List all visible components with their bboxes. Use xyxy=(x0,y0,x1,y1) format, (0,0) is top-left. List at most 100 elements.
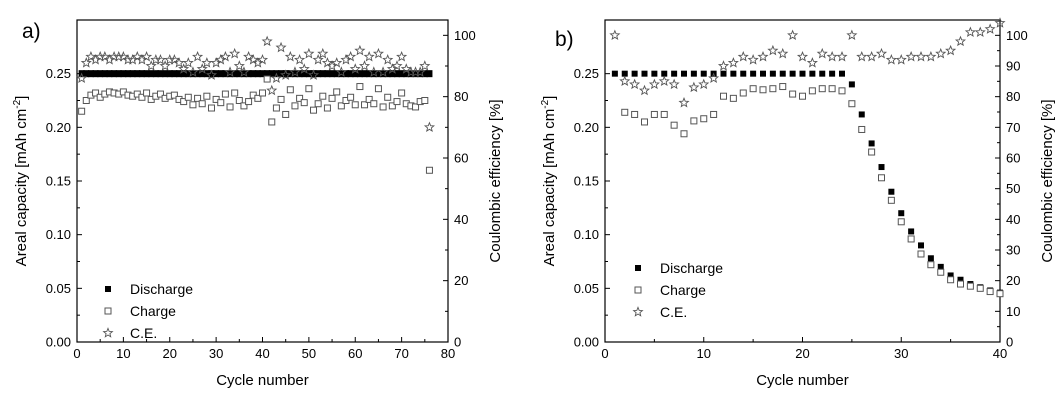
data-point xyxy=(187,66,199,77)
y2-tick-label: 70 xyxy=(1006,120,1020,135)
data-point xyxy=(374,85,382,93)
data-point xyxy=(170,91,178,99)
y2-tick-label: 100 xyxy=(454,28,476,43)
data-point xyxy=(887,196,895,204)
data-point xyxy=(680,130,688,138)
data-point xyxy=(138,70,145,78)
data-point xyxy=(319,92,327,100)
data-point xyxy=(641,118,648,126)
data-point xyxy=(799,92,806,100)
data-point xyxy=(127,54,139,65)
data-point xyxy=(907,235,915,243)
data-point xyxy=(106,70,113,78)
data-point xyxy=(638,84,651,96)
data-point xyxy=(180,98,188,106)
data-point xyxy=(947,272,954,279)
data-point xyxy=(229,47,241,59)
y-axis-label: Areal capacity [mAh cm-2] xyxy=(540,96,558,267)
data-point xyxy=(648,78,660,90)
x-tick-label: 40 xyxy=(255,346,269,361)
data-point xyxy=(641,70,648,77)
data-point xyxy=(268,118,276,126)
data-point xyxy=(829,70,836,77)
data-point xyxy=(80,57,92,68)
x-tick-label: 0 xyxy=(73,346,80,361)
data-point xyxy=(78,107,86,115)
data-point xyxy=(300,99,308,107)
data-point xyxy=(294,54,306,65)
data-point xyxy=(180,70,187,78)
data-point xyxy=(897,218,905,226)
legend-marker xyxy=(104,307,112,315)
x-tick-label: 10 xyxy=(116,346,130,361)
data-point xyxy=(421,97,429,104)
data-point xyxy=(141,50,153,62)
data-point xyxy=(927,261,935,269)
data-point xyxy=(231,89,239,97)
y-tick-label: 0.10 xyxy=(574,227,599,242)
data-point xyxy=(154,54,167,65)
data-point xyxy=(386,63,398,74)
data-point xyxy=(878,164,885,171)
data-point xyxy=(219,50,231,62)
data-point xyxy=(231,70,238,78)
data-point xyxy=(377,66,389,77)
data-point xyxy=(363,50,375,62)
data-point xyxy=(681,70,687,77)
data-point xyxy=(858,111,865,118)
data-point xyxy=(740,70,747,77)
legend-label: Discharge xyxy=(130,281,193,297)
data-point xyxy=(621,70,628,77)
data-point xyxy=(92,89,100,97)
data-point xyxy=(370,100,378,108)
data-point xyxy=(312,54,324,65)
chart-panel-a: 0 10 20 30 40 50 60 70 80 0.00 0.05 0.10 0.15 0.20 0.2… xyxy=(12,19,504,389)
data-point xyxy=(233,60,245,71)
data-point xyxy=(201,57,213,68)
data-point xyxy=(314,100,322,108)
y2-tick-label: 40 xyxy=(454,212,468,227)
y-tick-label: 0.15 xyxy=(574,174,599,189)
data-point xyxy=(698,78,710,90)
data-point xyxy=(796,50,809,62)
data-point xyxy=(333,88,341,96)
data-point xyxy=(868,148,876,156)
y-tick-label: 0.25 xyxy=(46,66,71,81)
data-point xyxy=(192,50,204,62)
data-point xyxy=(393,70,400,78)
data-point xyxy=(727,57,739,68)
data-point xyxy=(621,108,629,116)
data-point xyxy=(125,70,132,78)
y2-tick-label: 30 xyxy=(1006,243,1020,258)
data-point xyxy=(878,174,885,182)
data-point xyxy=(720,92,727,100)
data-point xyxy=(777,47,789,59)
data-point xyxy=(156,90,164,98)
y2-tick-label: 40 xyxy=(1006,212,1020,227)
x-tick-label: 30 xyxy=(209,346,223,361)
data-point xyxy=(337,102,345,110)
data-point xyxy=(152,70,159,78)
data-point xyxy=(296,70,303,78)
y2-tick-label: 20 xyxy=(1006,273,1020,288)
data-point xyxy=(710,110,718,118)
data-point xyxy=(286,86,294,94)
data-point xyxy=(391,60,403,71)
data-point xyxy=(937,268,945,276)
data-point xyxy=(905,50,917,62)
data-point xyxy=(398,89,406,97)
data-point xyxy=(671,70,678,77)
data-point xyxy=(264,70,271,78)
data-point xyxy=(759,86,767,94)
x-tick-label: 0 xyxy=(601,346,608,361)
series-c-e xyxy=(76,35,435,133)
data-point xyxy=(358,60,371,71)
data-point xyxy=(252,57,264,68)
y2-axis-label: Coulombic efficiency [%] xyxy=(1039,99,1056,262)
data-point xyxy=(839,70,845,77)
y2-tick-label: 60 xyxy=(1006,151,1020,166)
data-point xyxy=(412,103,420,111)
data-point xyxy=(365,95,373,103)
data-point xyxy=(120,70,127,78)
data-point xyxy=(375,70,382,78)
